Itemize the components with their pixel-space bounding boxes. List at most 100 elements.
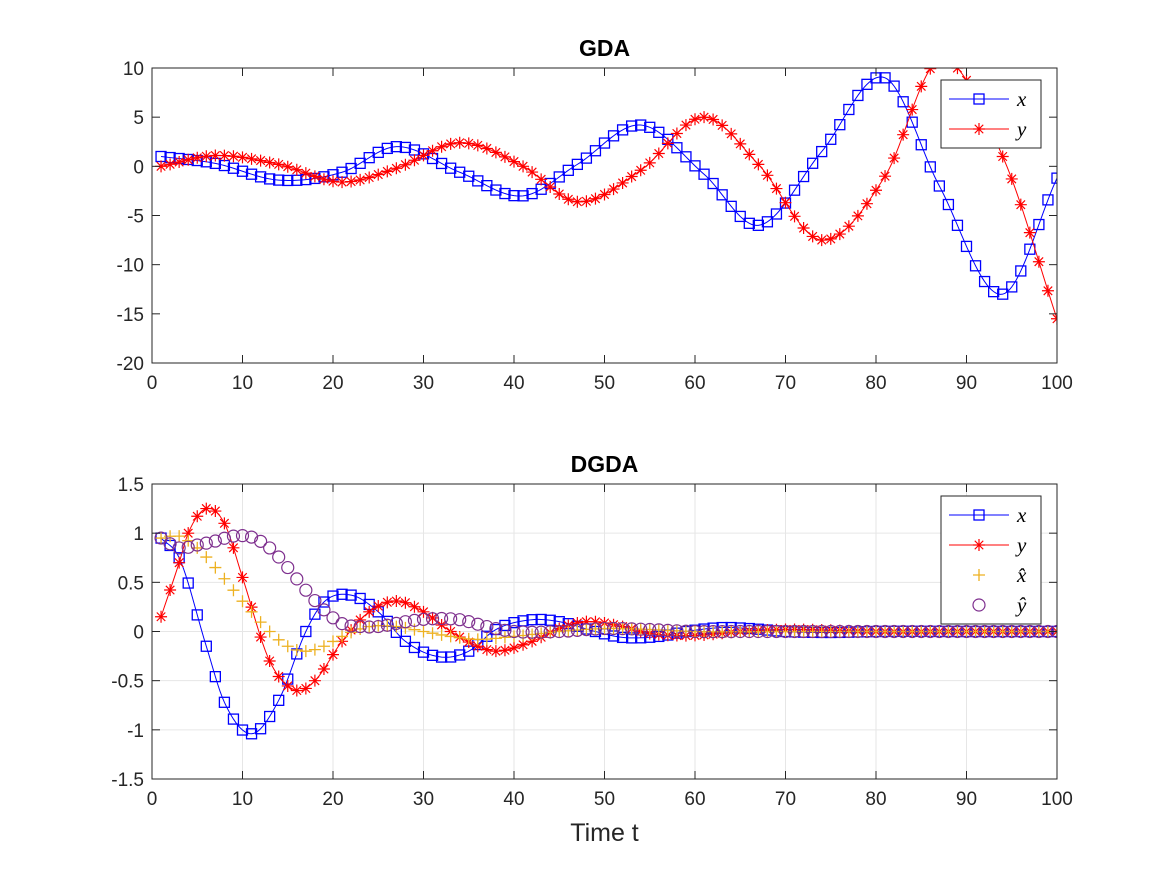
marker-y [308,170,321,183]
marker-y [571,195,584,208]
marker-yhat [380,618,394,632]
marker-yhat [842,624,856,639]
marker-yhat [606,621,621,636]
marker-y [779,196,792,209]
marker-y [833,228,846,241]
marker-y [788,210,801,223]
marker-yhat [489,621,503,636]
legend-label: x̂ [1016,563,1027,587]
marker-y [164,158,177,171]
marker-y [363,605,376,618]
marker-x [553,171,565,183]
marker-yhat [435,611,449,626]
marker-yhat [308,593,322,608]
x-tick-label: 100 [1041,789,1073,810]
marker-xhat [408,623,421,636]
marker-y [580,615,593,628]
marker-x [526,187,538,200]
x-tick-label: 0 [147,373,158,394]
marker-y [263,655,276,667]
x-tick-label: 90 [956,789,977,810]
marker-yhat [941,624,956,639]
marker-y [290,163,303,176]
legend-item-yhat: ŷ [972,593,1027,617]
marker-yhat [181,540,195,554]
marker-x [454,166,466,178]
chart-title: GDA [579,35,630,61]
marker-x [942,198,955,211]
legend-label: y [1015,533,1027,557]
marker-x [499,619,511,632]
marker-x [680,151,692,163]
marker-x [888,80,900,92]
marker-yhat [389,616,403,630]
x-tick-label: 30 [413,373,434,394]
marker-yhat [869,624,883,639]
marker-y [942,55,954,67]
marker-y [842,220,855,233]
marker-yhat [959,624,974,639]
x-tick-label: 80 [865,373,886,394]
marker-yhat [498,623,512,637]
marker-yhat [263,541,277,555]
marker-xhat [209,561,222,574]
marker-x [897,96,909,108]
marker-x [535,613,547,626]
marker-x [825,133,837,145]
marker-yhat [453,613,467,627]
y-tick-label: 0.5 [118,573,144,594]
marker-yhat [760,624,775,639]
marker-x [816,145,828,158]
y-tick-label: 1.5 [118,475,144,496]
marker-y [879,170,892,183]
marker-yhat [652,623,666,637]
marker-y [652,147,665,160]
marker-xhat [263,625,276,638]
marker-x [417,646,430,658]
marker-x [807,157,819,169]
marker-x [752,219,764,231]
marker-yhat [534,625,548,639]
marker-x [227,713,240,725]
marker-y [480,643,493,656]
marker-y [580,195,593,208]
legend-item-y: y [949,533,1027,557]
marker-x [273,174,285,186]
marker-x [263,710,276,723]
marker-yhat [172,541,186,555]
legend-item-xhat: x̂ [973,563,1027,587]
marker-x [381,142,393,155]
marker-y [173,156,186,169]
marker-x [571,158,583,171]
marker-yhat [407,613,422,627]
marker-y [526,166,539,179]
marker-y [236,151,249,164]
marker-yhat [987,624,1001,639]
marker-x [354,157,366,169]
marker-y [698,111,711,124]
marker-x [788,184,801,196]
marker-xhat [435,628,448,641]
legend-marker [972,598,986,612]
marker-x [978,275,991,288]
marker-yhat [507,624,521,639]
marker-yhat [190,538,204,552]
marker-y [236,571,249,584]
marker-y [435,140,448,153]
marker-yhat [688,624,702,639]
legend-item-y: y [949,117,1027,141]
marker-yhat [787,624,802,639]
marker-y [408,154,421,167]
x-axis-label: Time t [570,819,639,847]
marker-y [317,663,330,676]
marker-y [254,631,267,644]
marker-y [824,232,837,245]
marker-xhat [417,625,430,638]
marker-x [254,723,267,735]
marker-y [517,638,530,651]
series-line-y [160,68,1057,319]
marker-y [462,137,475,150]
marker-y [209,149,222,162]
marker-yhat [1023,624,1037,639]
marker-x [345,589,357,601]
